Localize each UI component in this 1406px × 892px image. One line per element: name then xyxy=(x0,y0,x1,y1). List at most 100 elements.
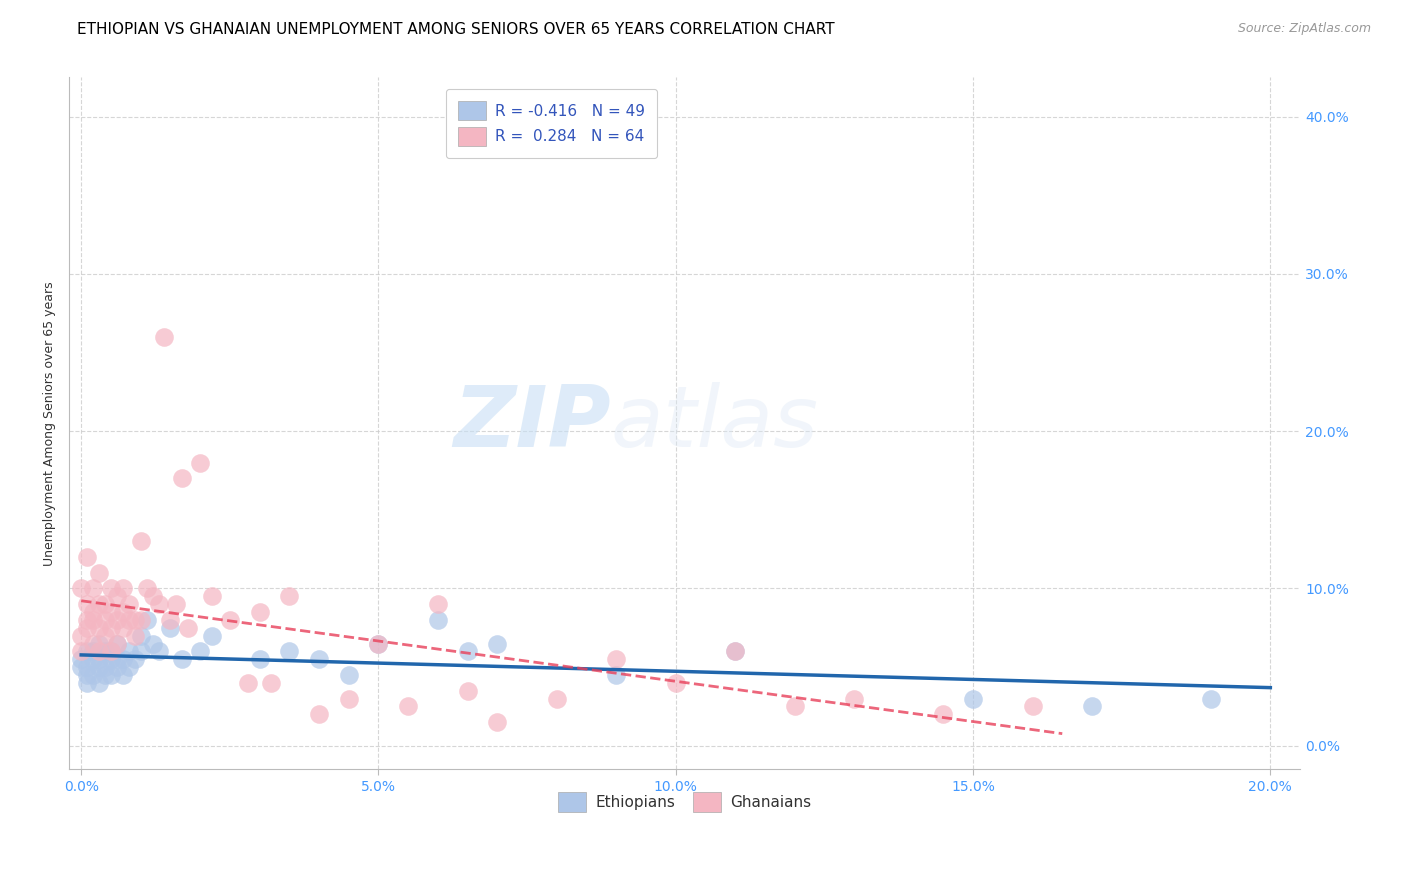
Point xyxy=(105,613,128,627)
Point xyxy=(76,597,98,611)
Point xyxy=(153,330,176,344)
Point xyxy=(111,652,134,666)
Point xyxy=(962,691,984,706)
Point xyxy=(82,636,104,650)
Point xyxy=(70,629,93,643)
Point xyxy=(111,605,134,619)
Point xyxy=(135,613,157,627)
Point xyxy=(70,582,93,596)
Text: ETHIOPIAN VS GHANAIAN UNEMPLOYMENT AMONG SENIORS OVER 65 YEARS CORRELATION CHART: ETHIOPIAN VS GHANAIAN UNEMPLOYMENT AMONG… xyxy=(77,22,835,37)
Point xyxy=(129,613,152,627)
Point xyxy=(159,621,181,635)
Point xyxy=(457,644,479,658)
Point xyxy=(486,715,509,730)
Point xyxy=(118,644,141,658)
Point xyxy=(105,590,128,604)
Point xyxy=(546,691,568,706)
Point xyxy=(111,621,134,635)
Point xyxy=(82,605,104,619)
Point xyxy=(76,549,98,564)
Point xyxy=(118,613,141,627)
Point xyxy=(172,471,194,485)
Point xyxy=(87,652,110,666)
Point xyxy=(1199,691,1222,706)
Point xyxy=(100,621,122,635)
Point xyxy=(396,699,419,714)
Point xyxy=(249,652,271,666)
Point xyxy=(100,652,122,666)
Point xyxy=(76,668,98,682)
Point xyxy=(844,691,866,706)
Point xyxy=(118,660,141,674)
Point xyxy=(76,660,98,674)
Point xyxy=(111,582,134,596)
Point xyxy=(94,660,117,674)
Text: atlas: atlas xyxy=(610,382,818,465)
Point xyxy=(76,613,98,627)
Point xyxy=(249,605,271,619)
Point xyxy=(82,652,104,666)
Point xyxy=(94,644,117,658)
Point xyxy=(94,613,117,627)
Text: ZIP: ZIP xyxy=(453,382,610,465)
Point xyxy=(100,582,122,596)
Point xyxy=(278,590,301,604)
Point xyxy=(94,629,117,643)
Point xyxy=(129,644,152,658)
Point xyxy=(724,644,747,658)
Point xyxy=(724,644,747,658)
Point xyxy=(105,636,128,650)
Point xyxy=(201,590,224,604)
Point xyxy=(105,660,128,674)
Point xyxy=(426,597,449,611)
Point xyxy=(665,675,688,690)
Point xyxy=(188,456,211,470)
Point xyxy=(236,675,259,690)
Point xyxy=(605,668,627,682)
Legend: Ethiopians, Ghanaians: Ethiopians, Ghanaians xyxy=(546,780,824,824)
Point xyxy=(1021,699,1043,714)
Point xyxy=(260,675,283,690)
Point xyxy=(337,668,360,682)
Point xyxy=(70,660,93,674)
Point xyxy=(82,644,104,658)
Point xyxy=(118,597,141,611)
Point xyxy=(486,636,509,650)
Point xyxy=(278,644,301,658)
Point xyxy=(783,699,806,714)
Point xyxy=(82,582,104,596)
Point xyxy=(165,597,187,611)
Point xyxy=(1081,699,1104,714)
Point xyxy=(124,652,146,666)
Point xyxy=(76,644,98,658)
Point xyxy=(148,644,170,658)
Point xyxy=(100,644,122,658)
Point xyxy=(87,597,110,611)
Point xyxy=(70,652,93,666)
Point xyxy=(87,621,110,635)
Point xyxy=(367,636,389,650)
Point xyxy=(605,652,627,666)
Point xyxy=(105,652,128,666)
Point xyxy=(100,605,122,619)
Point xyxy=(76,621,98,635)
Point xyxy=(367,636,389,650)
Point xyxy=(94,668,117,682)
Point xyxy=(218,613,240,627)
Point xyxy=(82,613,104,627)
Point xyxy=(111,668,134,682)
Point xyxy=(337,691,360,706)
Point xyxy=(70,644,93,658)
Point xyxy=(142,636,165,650)
Point xyxy=(87,636,110,650)
Point xyxy=(105,636,128,650)
Point xyxy=(426,613,449,627)
Point xyxy=(129,534,152,549)
Point xyxy=(87,566,110,580)
Point xyxy=(87,675,110,690)
Point xyxy=(148,597,170,611)
Point xyxy=(82,668,104,682)
Point xyxy=(100,644,122,658)
Point xyxy=(129,629,152,643)
Point xyxy=(124,629,146,643)
